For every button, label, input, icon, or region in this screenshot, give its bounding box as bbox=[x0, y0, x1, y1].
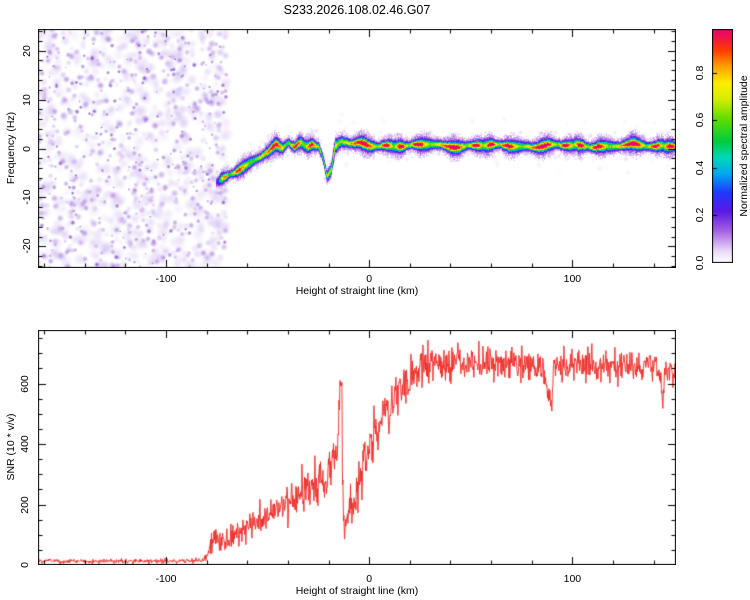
snr-x-tick-label: -100 bbox=[155, 572, 177, 585]
colorbar-tick-label: 0.6 bbox=[693, 113, 706, 128]
colorbar-tick-label: 0.2 bbox=[693, 208, 706, 223]
snr-y-tick-label: 0 bbox=[18, 562, 31, 568]
spectrogram-x-tick-label: 100 bbox=[563, 272, 582, 285]
snr-chart-canvas bbox=[38, 330, 676, 565]
spectrogram-y-tick-label: -10 bbox=[20, 189, 33, 206]
snr-x-tick-label: 0 bbox=[366, 572, 373, 585]
snr-x-axis-label: Height of straight line (km) bbox=[295, 584, 419, 597]
snr-y-tick-label: 600 bbox=[18, 374, 31, 393]
frequency-axis-label: Frequency (Hz) bbox=[4, 111, 17, 185]
snr-x-tick-label: 100 bbox=[563, 572, 582, 585]
colorbar-canvas bbox=[712, 29, 733, 263]
snr-y-tick-label: 400 bbox=[18, 435, 31, 453]
spectrogram-y-tick-label: 20 bbox=[20, 44, 33, 57]
spectrogram-y-tick-label: 0 bbox=[20, 145, 33, 152]
spectrogram-y-tick-label: -20 bbox=[20, 238, 33, 255]
spectrogram-x-tick-label: 0 bbox=[366, 272, 373, 285]
colorbar-label: Normalized spectral amplitude bbox=[737, 75, 750, 217]
figure-title: S233.2026.108.02.46.G07 bbox=[283, 2, 431, 17]
snr-y-tick-label: 200 bbox=[18, 495, 31, 514]
spectrogram-x-tick-label: -100 bbox=[155, 272, 177, 285]
spectrogram-canvas bbox=[38, 29, 676, 268]
spectrogram-x-axis-label: Height of straight line (km) bbox=[295, 284, 419, 297]
spectrogram-y-tick-label: 10 bbox=[20, 93, 33, 106]
colorbar-tick-label: 0.4 bbox=[693, 160, 706, 176]
snr-axis-label: SNR (10 * v/v) bbox=[4, 413, 17, 481]
colorbar-tick-label: 0.0 bbox=[693, 255, 706, 271]
colorbar-tick-label: 0.8 bbox=[693, 65, 706, 81]
